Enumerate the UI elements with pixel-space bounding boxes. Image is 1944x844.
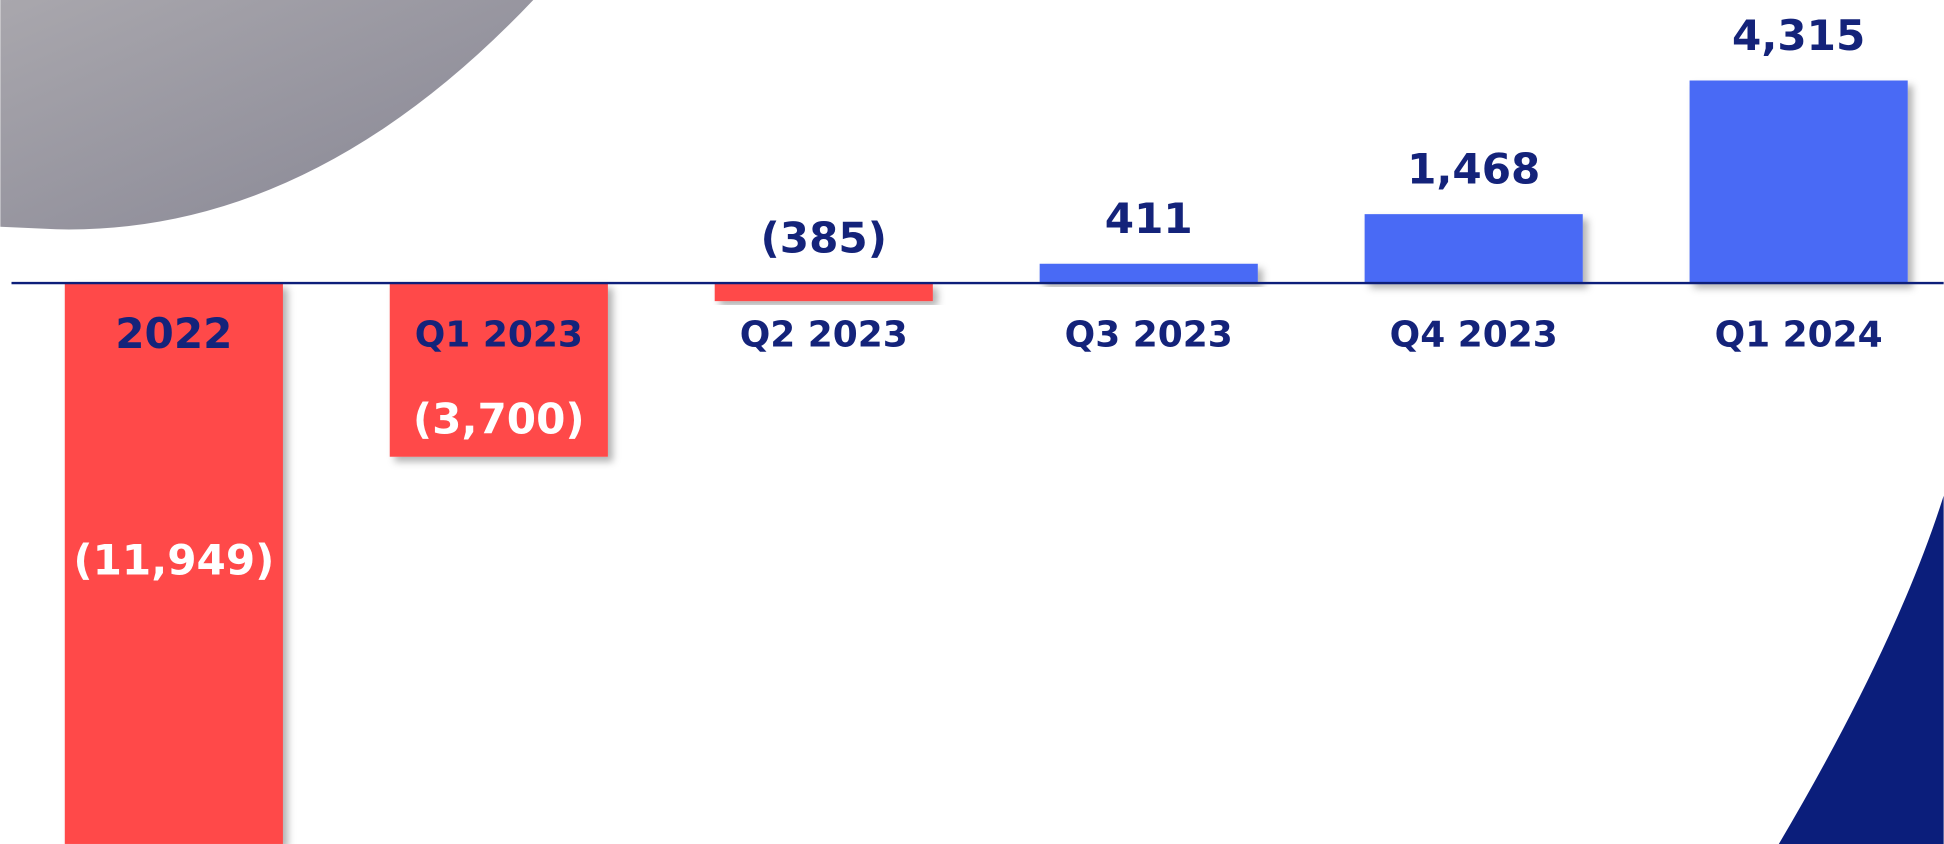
value-label: (3,700) <box>413 395 585 444</box>
bar <box>714 283 933 302</box>
x-tick-label: Q1 2023 <box>415 314 583 355</box>
decor-shape <box>1778 495 1944 844</box>
decor-circle <box>0 0 534 230</box>
x-tick-label: 2022 <box>115 309 232 358</box>
bar <box>1039 263 1258 284</box>
x-tick-label: Q2 2023 <box>740 314 908 355</box>
x-tick-label: Q1 2024 <box>1715 314 1883 355</box>
value-label: (11,949) <box>73 536 274 585</box>
bar <box>1364 214 1583 284</box>
plot: 2022 (11,949) Q1 2023 (3,700) Q2 2023 (385) Q3… <box>11 11 1944 844</box>
value-label: 1,468 <box>1407 145 1540 194</box>
x-tick-label: Q3 2023 <box>1065 314 1233 355</box>
value-label: 4,315 <box>1732 11 1865 60</box>
bar <box>1689 80 1908 284</box>
bar <box>64 283 283 844</box>
value-label: 411 <box>1105 194 1193 243</box>
value-label: (385) <box>761 213 887 262</box>
x-tick-label: Q4 2023 <box>1390 314 1558 355</box>
bar <box>389 283 608 457</box>
